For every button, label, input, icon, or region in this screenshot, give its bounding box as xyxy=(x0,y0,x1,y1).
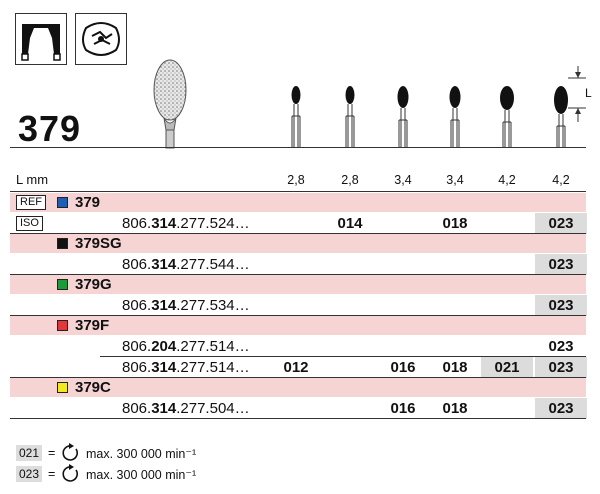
ref-tag: REF xyxy=(16,195,46,210)
order-code: 806.314.277.544… xyxy=(122,256,250,273)
bur-silhouette-1 xyxy=(291,86,301,148)
legend-equals: = xyxy=(48,467,56,481)
yellow-color-square xyxy=(57,382,68,393)
ref-number: 379SG xyxy=(75,235,122,252)
lmm-label: L mm xyxy=(16,172,49,187)
code-prefix: 806. xyxy=(122,359,152,376)
tooth-crown-icon xyxy=(21,24,61,61)
code-prefix: 806. xyxy=(122,215,152,232)
size-header-5: 4,2 xyxy=(498,173,516,187)
highlight-cell xyxy=(535,295,587,316)
iso-tag: ISO xyxy=(16,216,43,231)
product-title: 379 xyxy=(18,108,82,149)
red-color-square xyxy=(57,320,68,331)
code-suffix: .277.524… xyxy=(176,215,250,232)
legend-code: 021 xyxy=(16,445,43,461)
iso-size-value: 023 xyxy=(548,297,574,314)
ref-number: 379F xyxy=(75,317,110,334)
highlight-cell xyxy=(481,357,533,378)
crown-preparation-pictogram xyxy=(15,13,67,65)
size-header-1: 2,8 xyxy=(287,173,305,187)
length-label: L xyxy=(585,86,592,100)
code-shape: 314 xyxy=(151,215,177,232)
code-prefix: 806. xyxy=(122,256,152,273)
highlight-cell xyxy=(535,398,587,419)
group-band-379F xyxy=(10,316,586,335)
iso-size-value: 018 xyxy=(442,400,468,417)
highlight-cell xyxy=(535,213,587,234)
title-rule xyxy=(10,147,586,148)
iso-size-value: 018 xyxy=(442,359,468,376)
code-prefix: 806. xyxy=(122,338,152,355)
code-suffix: .277.504… xyxy=(176,400,250,417)
bur-silhouette-6 xyxy=(554,86,568,148)
ref-number: 379 xyxy=(75,194,101,211)
size-header-3: 3,4 xyxy=(394,173,412,187)
row-divider xyxy=(10,274,586,275)
order-code: 806.314.277.534… xyxy=(122,297,250,314)
size-header-2: 2,8 xyxy=(341,173,359,187)
highlight-cell xyxy=(535,254,587,275)
code-shape: 314 xyxy=(151,256,177,273)
iso-size-value: 023 xyxy=(548,359,574,376)
iso-size-value: 014 xyxy=(337,215,363,232)
iso-size-value: 021 xyxy=(494,359,520,376)
iso-size-value: 018 xyxy=(442,215,468,232)
bur-silhouette-2 xyxy=(345,86,355,148)
code-shape: 314 xyxy=(151,400,177,417)
code-prefix: 806. xyxy=(122,400,152,417)
ref-number: 379G xyxy=(75,276,112,293)
row-divider xyxy=(10,418,586,419)
group-band-379SG xyxy=(10,234,586,253)
tooth-occlusal-icon xyxy=(82,22,120,56)
row-divider xyxy=(100,356,586,357)
code-shape: 314 xyxy=(151,359,177,376)
bur-silhouette-3 xyxy=(397,86,409,148)
rotation-speed-icon xyxy=(62,443,79,461)
blue-color-square xyxy=(57,197,68,208)
row-divider xyxy=(10,233,586,234)
iso-size-value: 023 xyxy=(548,338,574,355)
group-band-379G xyxy=(10,275,586,294)
rotation-speed-icon xyxy=(62,464,79,482)
legend-speed-text: max. 300 000 min⁻¹ xyxy=(86,468,197,482)
code-suffix: .277.514… xyxy=(176,359,250,376)
iso-size-value: 023 xyxy=(548,215,574,232)
row-divider xyxy=(10,315,586,316)
iso-size-value: 023 xyxy=(548,400,574,417)
occlusal-pictogram xyxy=(75,13,127,65)
size-header-6: 4,2 xyxy=(552,173,570,187)
code-suffix: .277.534… xyxy=(176,297,250,314)
order-code: 806.314.277.514… xyxy=(122,359,250,376)
size-header-4: 3,4 xyxy=(446,173,464,187)
iso-size-value: 016 xyxy=(390,400,416,417)
bur-silhouette-4 xyxy=(449,86,461,148)
code-prefix: 806. xyxy=(122,297,152,314)
green-color-square xyxy=(57,279,68,290)
length-dimension: L xyxy=(566,64,596,126)
highlight-cell xyxy=(535,357,587,378)
legend-speed-text: max. 300 000 min⁻¹ xyxy=(86,447,197,461)
order-code: 806.204.277.514… xyxy=(122,338,250,355)
header-rule xyxy=(10,191,586,192)
iso-size-value: 023 xyxy=(548,256,574,273)
black-color-square xyxy=(57,238,68,249)
legend-code: 023 xyxy=(16,466,43,482)
row-divider xyxy=(10,377,586,378)
order-code: 806.314.277.504… xyxy=(122,400,250,417)
iso-size-value: 016 xyxy=(390,359,416,376)
bur-silhouette-5 xyxy=(500,86,514,148)
code-suffix: .277.544… xyxy=(176,256,250,273)
group-band-379C xyxy=(10,378,586,397)
code-shape: 204 xyxy=(151,338,177,355)
order-code: 806.314.277.524… xyxy=(122,215,250,232)
group-band-379 xyxy=(10,193,586,212)
code-shape: 314 xyxy=(151,297,177,314)
iso-size-value: 012 xyxy=(283,359,309,376)
ref-number: 379C xyxy=(75,379,111,396)
legend-equals: = xyxy=(48,446,56,460)
code-suffix: .277.514… xyxy=(176,338,250,355)
diamond-bur-illustration xyxy=(153,59,187,149)
